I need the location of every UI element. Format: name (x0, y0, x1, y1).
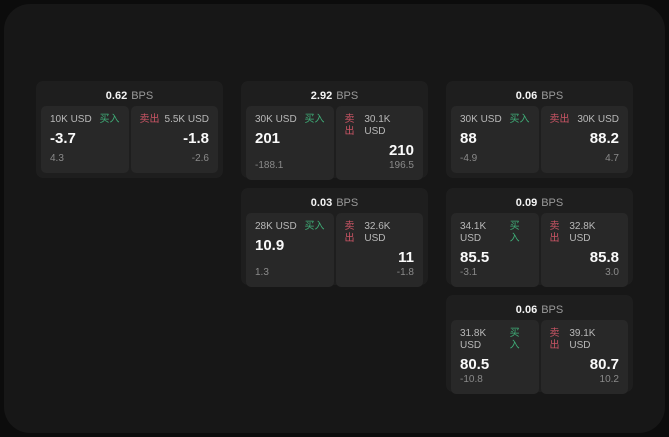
buy-price: 88 (460, 130, 477, 147)
buy-delta: -4.9 (460, 153, 478, 164)
sell-price: 85.8 (589, 249, 619, 266)
sell-price: 88.2 (589, 130, 619, 147)
sell-delta: -2.6 (191, 153, 209, 164)
bps-header: 0.06 BPS (451, 300, 628, 320)
sell-side-label: 卖出 (344, 221, 355, 244)
buy-price: 80.5 (460, 356, 490, 373)
buy-tile[interactable]: 30K USD 买入 88 -4.9 (451, 106, 539, 173)
quote-card: 0.06 BPS 30K USD 买入 88 -4.9 卖出 30K USD 8… (446, 81, 633, 178)
sell-amount: 39.1K USD (569, 328, 596, 351)
sell-tile[interactable]: 卖出 30.1K USD 210 196.5 (335, 106, 423, 180)
bps-header: 2.92 BPS (246, 86, 423, 106)
quote-card: 0.03 BPS 28K USD 买入 10.9 1.3 卖出 32.6K US… (241, 188, 428, 287)
buy-price: 201 (255, 130, 281, 147)
sell-amount: 32.6K USD (364, 221, 391, 244)
sell-delta: 4.7 (605, 153, 619, 164)
buy-price: 10.9 (255, 237, 285, 254)
quote-card-grid: 0.62 BPS 10K USD 买入 -3.7 4.3 卖出 5.5K USD… (36, 81, 633, 394)
bps-unit-label: BPS (131, 90, 154, 102)
bps-value: 2.92 (310, 90, 333, 102)
buy-tile[interactable]: 28K USD 买入 10.9 1.3 (246, 213, 334, 287)
buy-side-label: 买入 (99, 114, 120, 125)
sell-tile[interactable]: 卖出 5.5K USD -1.8 -2.6 (130, 106, 218, 173)
buy-side-label: 买入 (304, 114, 325, 125)
buy-delta: -3.1 (460, 267, 478, 278)
buy-amount: 28K USD (255, 221, 297, 232)
buy-delta: 4.3 (50, 153, 64, 164)
sell-side-label: 卖出 (549, 328, 560, 351)
buy-side-label: 买入 (509, 221, 520, 244)
buy-delta: -10.8 (460, 374, 483, 385)
quote-card: 0.06 BPS 31.8K USD 买入 80.5 -10.8 卖出 39.1… (446, 295, 633, 394)
sell-tile[interactable]: 卖出 32.6K USD 11 -1.8 (335, 213, 423, 287)
bps-unit-label: BPS (336, 90, 359, 102)
buy-price: 85.5 (460, 249, 490, 266)
bps-unit-label: BPS (541, 304, 564, 316)
sell-price: 11 (398, 249, 414, 266)
buy-tile[interactable]: 34.1K USD 买入 85.5 -3.1 (451, 213, 539, 287)
sell-delta: 3.0 (605, 267, 619, 278)
quote-card: 2.92 BPS 30K USD 买入 201 -188.1 卖出 30.1K … (241, 81, 428, 180)
buy-amount: 31.8K USD (460, 328, 487, 351)
sell-tile[interactable]: 卖出 39.1K USD 80.7 10.2 (540, 320, 628, 394)
sell-amount: 32.8K USD (569, 221, 596, 244)
bps-unit-label: BPS (541, 90, 564, 102)
sell-amount: 30.1K USD (364, 114, 391, 137)
sell-price: -1.8 (183, 130, 209, 147)
sell-delta: -1.8 (396, 267, 414, 278)
quote-card: 0.62 BPS 10K USD 买入 -3.7 4.3 卖出 5.5K USD… (36, 81, 223, 178)
buy-price: -3.7 (50, 130, 76, 147)
sell-side-label: 卖出 (549, 114, 570, 125)
bps-value: 0.03 (310, 197, 333, 209)
sell-amount: 30K USD (577, 114, 619, 125)
buy-tile[interactable]: 10K USD 买入 -3.7 4.3 (41, 106, 129, 173)
sell-amount: 5.5K USD (164, 114, 209, 125)
sell-side-label: 卖出 (549, 221, 560, 244)
sell-side-label: 卖出 (344, 114, 355, 137)
sell-side-label: 卖出 (139, 114, 160, 125)
buy-amount: 30K USD (460, 114, 502, 125)
buy-side-label: 买入 (509, 328, 520, 351)
buy-amount: 10K USD (50, 114, 92, 125)
buy-tile[interactable]: 30K USD 买入 201 -188.1 (246, 106, 334, 180)
bps-unit-label: BPS (336, 197, 359, 209)
sell-tile[interactable]: 卖出 30K USD 88.2 4.7 (540, 106, 628, 173)
bps-value: 0.06 (515, 304, 538, 316)
buy-delta: 1.3 (255, 267, 269, 278)
bps-unit-label: BPS (541, 197, 564, 209)
bps-value: 0.06 (515, 90, 538, 102)
bps-header: 0.03 BPS (246, 193, 423, 213)
sell-price: 80.7 (589, 356, 619, 373)
buy-delta: -188.1 (255, 160, 284, 171)
bps-header: 0.09 BPS (451, 193, 628, 213)
bps-header: 0.62 BPS (41, 86, 218, 106)
buy-amount: 30K USD (255, 114, 297, 125)
quote-card: 0.09 BPS 34.1K USD 买入 85.5 -3.1 卖出 32.8K… (446, 188, 633, 287)
sell-price: 210 (388, 142, 414, 159)
buy-side-label: 买入 (509, 114, 530, 125)
bps-value: 0.62 (105, 90, 128, 102)
buy-tile[interactable]: 31.8K USD 买入 80.5 -10.8 (451, 320, 539, 394)
sell-tile[interactable]: 卖出 32.8K USD 85.8 3.0 (540, 213, 628, 287)
buy-amount: 34.1K USD (460, 221, 487, 244)
bps-value: 0.09 (515, 197, 538, 209)
sell-delta: 10.2 (599, 374, 619, 385)
sell-delta: 196.5 (388, 160, 414, 171)
bps-header: 0.06 BPS (451, 86, 628, 106)
buy-side-label: 买入 (304, 221, 325, 232)
